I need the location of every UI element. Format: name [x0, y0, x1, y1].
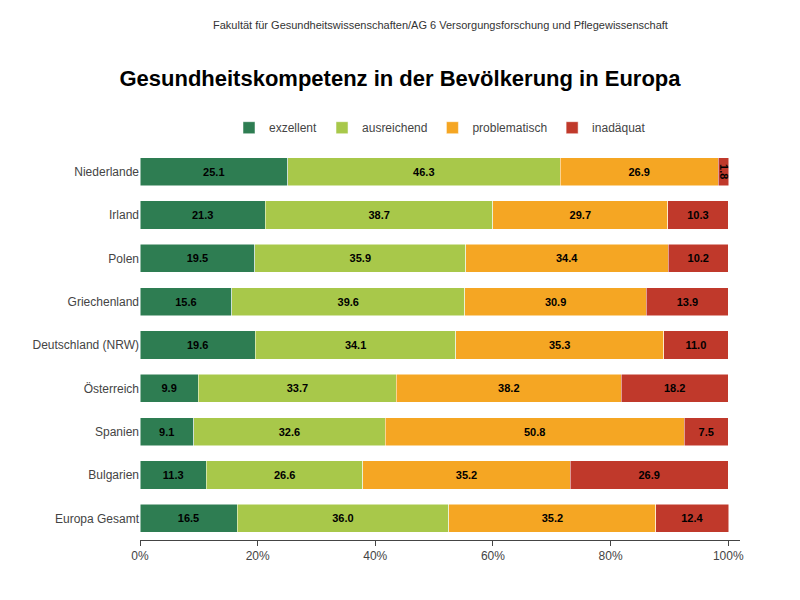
svg-text:Europa Gesamt: Europa Gesamt	[55, 512, 140, 526]
svg-text:35.2: 35.2	[456, 469, 477, 481]
svg-text:16.5: 16.5	[178, 512, 199, 524]
svg-text:33.7: 33.7	[287, 382, 308, 394]
svg-text:Österreich: Österreich	[84, 382, 139, 396]
svg-text:11.0: 11.0	[685, 339, 706, 351]
svg-text:50.8: 50.8	[524, 426, 545, 438]
svg-text:19.5: 19.5	[187, 252, 208, 264]
svg-text:35.2: 35.2	[542, 512, 563, 524]
svg-text:9.9: 9.9	[161, 382, 176, 394]
svg-text:26.6: 26.6	[274, 469, 295, 481]
svg-text:ausreichend: ausreichend	[362, 121, 427, 135]
svg-text:Polen: Polen	[108, 252, 139, 266]
svg-text:13.9: 13.9	[677, 296, 698, 308]
svg-text:36.0: 36.0	[332, 512, 353, 524]
svg-text:21.3: 21.3	[192, 209, 213, 221]
svg-text:9.1: 9.1	[159, 426, 174, 438]
svg-text:Bulgarien: Bulgarien	[88, 468, 139, 482]
svg-text:Spanien: Spanien	[95, 425, 139, 439]
svg-text:12.4: 12.4	[681, 512, 703, 524]
svg-text:Irland: Irland	[109, 208, 139, 222]
svg-text:39.6: 39.6	[338, 296, 359, 308]
svg-text:1.8: 1.8	[718, 164, 730, 179]
svg-text:Gesundheitskompetenz in der Be: Gesundheitskompetenz in der Bevölkerung …	[119, 66, 681, 91]
svg-text:Deutschland (NRW): Deutschland (NRW)	[33, 338, 139, 352]
svg-text:Griechenland: Griechenland	[68, 295, 139, 309]
svg-text:Fakultät für Gesundheitswissen: Fakultät für Gesundheitswissenschaften/A…	[213, 19, 668, 31]
svg-text:10.2: 10.2	[688, 252, 709, 264]
svg-text:29.7: 29.7	[570, 209, 591, 221]
svg-text:100%: 100%	[713, 549, 744, 563]
svg-text:18.2: 18.2	[664, 382, 685, 394]
svg-text:19.6: 19.6	[187, 339, 208, 351]
svg-text:20%: 20%	[246, 549, 270, 563]
svg-text:34.4: 34.4	[556, 252, 578, 264]
svg-text:60%: 60%	[481, 549, 505, 563]
svg-text:25.1: 25.1	[203, 166, 224, 178]
svg-text:35.9: 35.9	[350, 252, 371, 264]
svg-text:10.3: 10.3	[687, 209, 708, 221]
svg-text:46.3: 46.3	[413, 166, 434, 178]
svg-text:15.6: 15.6	[175, 296, 196, 308]
svg-text:34.1: 34.1	[345, 339, 366, 351]
svg-text:26.9: 26.9	[628, 166, 649, 178]
svg-text:35.3: 35.3	[549, 339, 570, 351]
svg-text:30.9: 30.9	[545, 296, 566, 308]
svg-text:40%: 40%	[363, 549, 387, 563]
svg-text:38.7: 38.7	[368, 209, 389, 221]
svg-text:exzellent: exzellent	[269, 121, 317, 135]
svg-text:38.2: 38.2	[498, 382, 519, 394]
svg-text:7.5: 7.5	[699, 426, 714, 438]
svg-text:0%: 0%	[131, 549, 149, 563]
svg-text:32.6: 32.6	[279, 426, 300, 438]
svg-text:11.3: 11.3	[163, 469, 184, 481]
svg-text:Niederlande: Niederlande	[74, 165, 139, 179]
svg-text:problematisch: problematisch	[472, 121, 547, 135]
svg-text:80%: 80%	[599, 549, 623, 563]
svg-text:26.9: 26.9	[638, 469, 659, 481]
svg-text:inadäquat: inadäquat	[592, 121, 645, 135]
